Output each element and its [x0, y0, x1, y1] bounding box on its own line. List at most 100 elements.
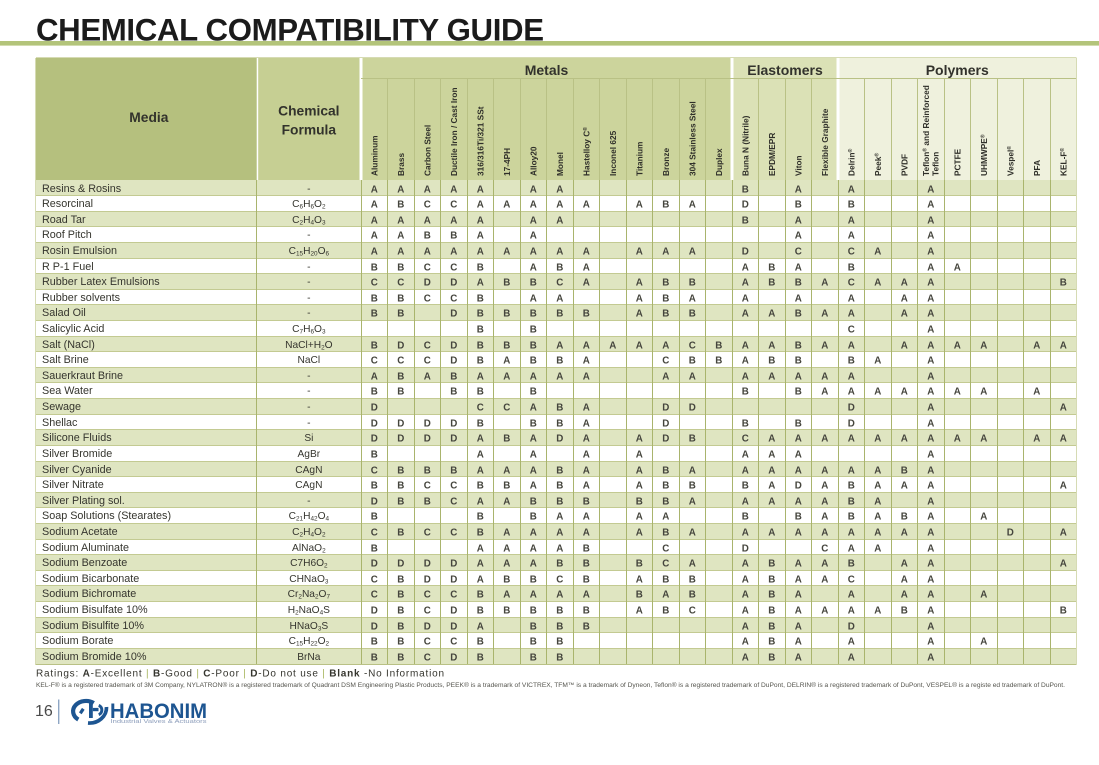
svg-text:A: A: [424, 184, 431, 195]
svg-text:A: A: [636, 449, 643, 460]
svg-text:B: B: [768, 589, 775, 600]
svg-text:A: A: [795, 371, 802, 382]
svg-text:A: A: [503, 527, 510, 538]
svg-text:B: B: [768, 355, 775, 366]
svg-text:A: A: [927, 652, 934, 663]
svg-text:A: A: [742, 449, 749, 460]
svg-text:B: B: [371, 293, 378, 304]
svg-text:-: -: [307, 402, 310, 413]
svg-text:C: C: [848, 246, 855, 257]
svg-text:A: A: [503, 543, 510, 554]
svg-text:B: B: [768, 277, 775, 288]
svg-text:A: A: [636, 340, 643, 351]
svg-text:B: B: [795, 199, 802, 210]
svg-text:A: A: [927, 262, 934, 273]
svg-text:A: A: [901, 308, 908, 319]
svg-text:A: A: [530, 543, 537, 554]
svg-text:B: B: [742, 215, 749, 226]
svg-text:C7H6O3: C7H6O3: [292, 324, 326, 336]
svg-text:A: A: [742, 355, 749, 366]
svg-text:A: A: [530, 230, 537, 241]
svg-text:B: B: [424, 230, 431, 241]
svg-text:A: A: [874, 511, 881, 522]
svg-text:A: A: [397, 184, 404, 195]
svg-text:A: A: [768, 371, 775, 382]
svg-text:-: -: [307, 386, 310, 397]
svg-text:A: A: [583, 433, 590, 444]
svg-text:B: B: [371, 543, 378, 554]
svg-text:B: B: [689, 589, 696, 600]
svg-text:B: B: [742, 511, 749, 522]
svg-text:D: D: [424, 418, 431, 429]
svg-text:C: C: [662, 355, 669, 366]
svg-text:A: A: [371, 184, 378, 195]
svg-text:A: A: [821, 277, 828, 288]
svg-text:B: B: [901, 465, 908, 476]
svg-text:D: D: [397, 433, 404, 444]
svg-text:C: C: [424, 636, 431, 647]
svg-text:A: A: [795, 636, 802, 647]
svg-text:A: A: [742, 262, 749, 273]
svg-text:A: A: [768, 480, 775, 491]
svg-text:Soap Solutions (Stearates): Soap Solutions (Stearates): [42, 510, 171, 522]
svg-text:Vespel®: Vespel®: [1005, 146, 1015, 176]
svg-text:A: A: [503, 199, 510, 210]
svg-text:A: A: [848, 465, 855, 476]
svg-text:C: C: [662, 543, 669, 554]
svg-text:A: A: [477, 433, 484, 444]
svg-text:C: C: [848, 574, 855, 585]
svg-text:D: D: [742, 246, 749, 257]
svg-text:PVDF: PVDF: [899, 154, 909, 176]
svg-text:A: A: [821, 340, 828, 351]
svg-text:A: A: [530, 293, 537, 304]
svg-text:A: A: [927, 230, 934, 241]
svg-text:Roof Pitch: Roof Pitch: [42, 229, 92, 241]
svg-text:B: B: [530, 340, 537, 351]
svg-text:B: B: [715, 340, 722, 351]
svg-text:Silver Bromide: Silver Bromide: [42, 448, 112, 460]
svg-text:A: A: [636, 527, 643, 538]
svg-text:A: A: [477, 449, 484, 460]
svg-text:C: C: [848, 324, 855, 335]
svg-text:A: A: [848, 308, 855, 319]
svg-text:A: A: [927, 308, 934, 319]
svg-text:C: C: [450, 262, 457, 273]
svg-text:Silver Cyanide: Silver Cyanide: [42, 464, 112, 476]
svg-text:A: A: [503, 246, 510, 257]
svg-text:A: A: [768, 496, 775, 507]
svg-text:A: A: [689, 246, 696, 257]
svg-text:B: B: [689, 480, 696, 491]
svg-text:B: B: [795, 355, 802, 366]
svg-text:C: C: [371, 589, 378, 600]
svg-text:C: C: [424, 652, 431, 663]
svg-text:B: B: [530, 277, 537, 288]
svg-text:316/316Ti/321 SSt: 316/316Ti/321 SSt: [475, 106, 485, 176]
svg-text:C: C: [503, 402, 510, 413]
svg-text:A: A: [689, 558, 696, 569]
svg-text:A: A: [901, 340, 908, 351]
svg-text:A: A: [742, 558, 749, 569]
svg-text:B: B: [397, 293, 404, 304]
svg-text:Salad Oil: Salad Oil: [42, 307, 86, 319]
svg-text:B: B: [530, 636, 537, 647]
svg-text:A: A: [795, 449, 802, 460]
svg-text:C: C: [450, 589, 457, 600]
svg-text:B: B: [556, 465, 563, 476]
svg-text:A: A: [901, 277, 908, 288]
svg-text:A: A: [927, 449, 934, 460]
svg-text:Sodium Benzoate: Sodium Benzoate: [42, 557, 127, 569]
svg-text:B: B: [556, 558, 563, 569]
svg-text:B: B: [397, 652, 404, 663]
svg-text:A: A: [530, 465, 537, 476]
svg-text:A: A: [689, 527, 696, 538]
svg-text:B: B: [371, 262, 378, 273]
svg-text:Teflon: Teflon: [930, 152, 940, 176]
svg-text:Road Tar: Road Tar: [42, 214, 86, 226]
svg-text:CAgN: CAgN: [295, 480, 322, 491]
svg-text:C2H4O3: C2H4O3: [292, 215, 326, 227]
svg-text:B: B: [768, 652, 775, 663]
svg-text:B: B: [477, 293, 484, 304]
svg-text:A: A: [874, 605, 881, 616]
svg-text:Salt Brine: Salt Brine: [42, 354, 89, 366]
svg-text:B: B: [530, 574, 537, 585]
